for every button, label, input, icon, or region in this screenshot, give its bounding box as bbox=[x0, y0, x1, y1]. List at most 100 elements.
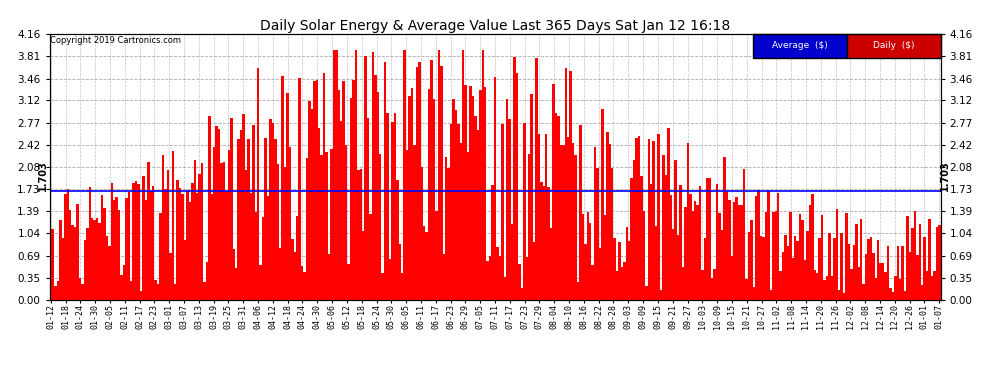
Bar bbox=[121, 275, 123, 300]
Bar bbox=[806, 231, 809, 300]
Bar bbox=[116, 197, 118, 300]
Bar bbox=[101, 195, 103, 300]
Bar bbox=[154, 280, 156, 300]
Bar bbox=[436, 211, 438, 300]
Bar bbox=[769, 290, 772, 300]
Bar bbox=[909, 252, 911, 300]
Bar bbox=[934, 271, 936, 300]
Bar bbox=[289, 147, 291, 300]
Bar bbox=[518, 264, 521, 300]
Bar bbox=[596, 168, 599, 300]
Bar bbox=[381, 273, 384, 300]
Bar bbox=[855, 224, 857, 300]
Bar bbox=[845, 213, 847, 300]
Bar bbox=[93, 220, 96, 300]
Bar bbox=[684, 207, 687, 300]
Bar bbox=[721, 230, 724, 300]
Bar bbox=[531, 94, 533, 300]
Bar bbox=[779, 272, 782, 300]
Bar bbox=[582, 214, 584, 300]
Bar bbox=[760, 236, 762, 300]
Bar bbox=[584, 244, 586, 300]
Bar bbox=[54, 286, 56, 300]
Bar bbox=[56, 281, 59, 300]
Bar bbox=[431, 60, 433, 300]
Bar bbox=[484, 87, 486, 300]
Bar bbox=[262, 217, 264, 300]
Bar bbox=[536, 58, 538, 300]
Bar bbox=[911, 228, 914, 300]
Bar bbox=[652, 141, 655, 300]
Bar bbox=[467, 152, 469, 300]
Bar bbox=[235, 268, 238, 300]
Bar bbox=[371, 52, 374, 300]
Bar bbox=[567, 137, 569, 300]
Bar bbox=[731, 256, 733, 300]
Bar bbox=[516, 73, 518, 300]
Bar bbox=[301, 266, 303, 300]
Bar bbox=[331, 149, 333, 300]
Bar bbox=[696, 206, 699, 300]
Bar bbox=[216, 126, 218, 300]
Bar bbox=[914, 211, 916, 300]
Bar bbox=[426, 232, 428, 300]
Bar bbox=[386, 113, 389, 300]
Bar bbox=[198, 174, 201, 300]
Bar bbox=[396, 180, 399, 300]
Bar bbox=[408, 96, 411, 300]
Bar bbox=[819, 238, 821, 300]
Bar bbox=[379, 153, 381, 300]
Bar bbox=[181, 194, 184, 300]
Bar bbox=[252, 124, 254, 300]
Bar bbox=[464, 86, 467, 300]
Bar bbox=[821, 214, 824, 300]
Bar bbox=[452, 99, 454, 300]
Bar bbox=[738, 205, 741, 300]
Bar bbox=[847, 244, 850, 300]
Bar bbox=[208, 116, 211, 300]
Bar bbox=[254, 212, 257, 300]
Bar bbox=[118, 210, 121, 300]
Bar bbox=[874, 279, 877, 300]
Bar bbox=[486, 261, 489, 300]
Bar bbox=[694, 201, 696, 300]
Bar bbox=[554, 113, 557, 300]
Bar bbox=[714, 268, 716, 300]
Bar bbox=[736, 197, 738, 300]
Bar bbox=[506, 99, 509, 300]
Bar bbox=[669, 195, 672, 300]
Bar bbox=[599, 248, 601, 300]
Bar bbox=[135, 181, 138, 300]
Bar bbox=[577, 282, 579, 300]
Bar bbox=[811, 194, 814, 300]
Bar bbox=[328, 254, 331, 300]
Bar bbox=[633, 160, 636, 300]
Bar bbox=[742, 169, 745, 300]
Bar bbox=[887, 246, 889, 300]
Bar bbox=[792, 258, 794, 300]
Bar bbox=[454, 110, 457, 300]
Bar bbox=[423, 226, 426, 300]
Bar bbox=[399, 244, 401, 300]
Bar bbox=[841, 233, 842, 300]
Bar bbox=[401, 273, 404, 300]
Bar bbox=[906, 216, 909, 300]
Bar bbox=[376, 92, 379, 300]
Bar bbox=[755, 196, 757, 300]
Bar bbox=[184, 240, 186, 300]
Bar bbox=[838, 290, 841, 300]
Bar bbox=[789, 213, 792, 300]
Bar bbox=[374, 75, 376, 300]
Bar bbox=[916, 255, 919, 300]
Bar bbox=[459, 142, 462, 300]
Bar bbox=[631, 178, 633, 300]
Text: 1.703: 1.703 bbox=[39, 160, 49, 191]
Bar bbox=[564, 68, 567, 300]
Bar bbox=[457, 124, 459, 300]
Bar bbox=[79, 278, 81, 300]
Bar bbox=[501, 124, 504, 300]
Bar bbox=[638, 136, 641, 300]
Bar bbox=[569, 71, 572, 300]
Bar bbox=[264, 138, 266, 300]
Bar bbox=[313, 81, 316, 300]
